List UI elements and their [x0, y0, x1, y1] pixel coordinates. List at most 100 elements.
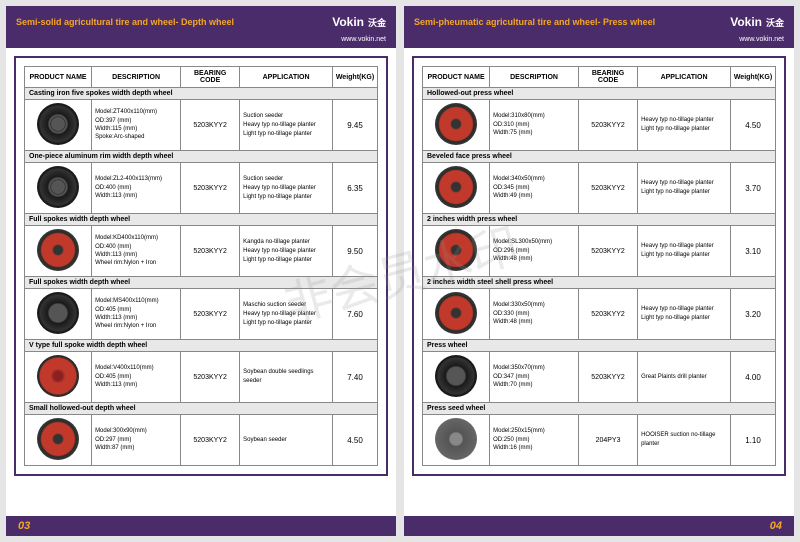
col-name: PRODUCT NAME [25, 67, 92, 88]
product-row: Model:MS400x110(mm)OD:405 (mm)Width:113 … [25, 289, 378, 340]
wheel-icon [37, 355, 79, 397]
bearing-cell: 204PY3 [578, 415, 637, 466]
col-app: APPLICATION [240, 67, 333, 88]
wheel-icon [435, 355, 477, 397]
desc-cell: Model:SL300x50(mm)OD:296 (mm)Width:48 (m… [490, 226, 579, 277]
bearing-cell: 5203KYY2 [578, 163, 637, 214]
col-name: PRODUCT NAME [423, 67, 490, 88]
bearing-cell: 5203KYY2 [181, 163, 240, 214]
product-row: Model:330x50(mm)OD:330 (mm)Width:48 (mm)… [423, 289, 776, 340]
wheel-icon [37, 166, 79, 208]
weight-cell: 7.40 [333, 352, 378, 403]
page-left: Semi-solid agricultural tire and wheel- … [6, 6, 396, 536]
wheel-icon [37, 292, 79, 334]
desc-cell: Model:MS400x110(mm)OD:405 (mm)Width:113 … [92, 289, 181, 340]
brand-logo: Vokin 沃金 [332, 15, 386, 29]
category-row: Hollowed-out press wheel [423, 88, 776, 100]
header-right: Semi-pheumatic agricultural tire and whe… [404, 6, 794, 38]
wheel-icon [435, 166, 477, 208]
app-cell: Soybean double seedlings seeder [240, 352, 333, 403]
category-row: Casting iron five spokes width depth whe… [25, 88, 378, 100]
wheel-icon [435, 418, 477, 460]
product-row: Model:350x70(mm)OD:347 (mm)Width:70 (mm)… [423, 352, 776, 403]
app-cell: Suction seederHeavy typ no-tillage plant… [240, 100, 333, 151]
desc-cell: Model:330x50(mm)OD:330 (mm)Width:48 (mm) [490, 289, 579, 340]
product-row: Model:ZL2-400x113(mm)OD:400 (mm)Width:11… [25, 163, 378, 214]
desc-cell: Model:V400x110(mm)OD:405 (mm)Width:113 (… [92, 352, 181, 403]
category-label: Casting iron five spokes width depth whe… [25, 88, 378, 100]
category-label: Full spokes width depth wheel [25, 214, 378, 226]
category-row: Beveled face press wheel [423, 151, 776, 163]
col-bc: BEARING CODE [578, 67, 637, 88]
category-row: One-piece aluminum rim width depth wheel [25, 151, 378, 163]
app-cell: Heavy typ no-tillage planterLight typ no… [638, 163, 731, 214]
page-title-left: Semi-solid agricultural tire and wheel- … [16, 17, 234, 27]
product-image-cell [25, 289, 92, 340]
product-image-cell [25, 352, 92, 403]
product-table-left: PRODUCT NAME DESCRIPTION BEARING CODE AP… [24, 66, 378, 466]
app-cell: Maschio suction seederHeavy typ no-tilla… [240, 289, 333, 340]
desc-cell: Model:340x50(mm)OD:345 (mm)Width:49 (mm) [490, 163, 579, 214]
product-image-cell [423, 163, 490, 214]
category-label: Hollowed-out press wheel [423, 88, 776, 100]
product-row: Model:SL300x50(mm)OD:296 (mm)Width:48 (m… [423, 226, 776, 277]
weight-cell: 3.10 [731, 226, 776, 277]
brand-url: www.vokin.net [404, 36, 794, 48]
product-row: Model:300x90(mm)OD:297 (mm)Width:87 (mm)… [25, 415, 378, 466]
category-row: Small hollowed-out depth wheel [25, 403, 378, 415]
page-num-left: 03 [6, 520, 30, 532]
category-label: Small hollowed-out depth wheel [25, 403, 378, 415]
app-cell: Heavy typ no-tillage planterLight typ no… [638, 100, 731, 151]
product-image-cell [25, 163, 92, 214]
desc-cell: Model:250x15(mm)OD:250 (mm)Width:16 (mm) [490, 415, 579, 466]
header-left: Semi-solid agricultural tire and wheel- … [6, 6, 396, 38]
category-label: One-piece aluminum rim width depth wheel [25, 151, 378, 163]
category-label: Press seed wheel [423, 403, 776, 415]
category-row: V type full spoke width depth wheel [25, 340, 378, 352]
wheel-icon [435, 229, 477, 271]
weight-cell: 3.70 [731, 163, 776, 214]
product-image-cell [423, 289, 490, 340]
catalog-spread: Semi-solid agricultural tire and wheel- … [0, 0, 800, 542]
bearing-cell: 5203KYY2 [578, 226, 637, 277]
app-cell: Kangda no-tillage planterHeavy typ no-ti… [240, 226, 333, 277]
weight-cell: 4.00 [731, 352, 776, 403]
footer-left: 03 [6, 516, 396, 536]
category-row: Press wheel [423, 340, 776, 352]
weight-cell: 6.35 [333, 163, 378, 214]
product-image-cell [25, 415, 92, 466]
table-wrap-right: PRODUCT NAME DESCRIPTION BEARING CODE AP… [412, 56, 786, 476]
desc-cell: Model:350x70(mm)OD:347 (mm)Width:70 (mm) [490, 352, 579, 403]
product-image-cell [423, 100, 490, 151]
weight-cell: 7.60 [333, 289, 378, 340]
bearing-cell: 5203KYY2 [181, 100, 240, 151]
wheel-icon [37, 418, 79, 460]
weight-cell: 9.45 [333, 100, 378, 151]
desc-cell: Model:ZL2-400x113(mm)OD:400 (mm)Width:11… [92, 163, 181, 214]
header-row: PRODUCT NAME DESCRIPTION BEARING CODE AP… [25, 67, 378, 88]
category-label: 2 inches width steel shell press wheel [423, 277, 776, 289]
category-label: Beveled face press wheel [423, 151, 776, 163]
category-label: Press wheel [423, 340, 776, 352]
product-row: Model:310x80(mm)OD:310 (mm)Width:75 (mm)… [423, 100, 776, 151]
app-cell: HOOISER suction no-tillage planter [638, 415, 731, 466]
category-label: Full spokes width depth wheel [25, 277, 378, 289]
col-desc: DESCRIPTION [92, 67, 181, 88]
product-row: Model:KD400x110(mm)OD:400 (mm)Width:113 … [25, 226, 378, 277]
app-cell: Heavy typ no-tillage planterLight typ no… [638, 289, 731, 340]
product-image-cell [423, 352, 490, 403]
product-image-cell [25, 100, 92, 151]
product-row: Model:340x50(mm)OD:345 (mm)Width:49 (mm)… [423, 163, 776, 214]
product-image-cell [423, 226, 490, 277]
weight-cell: 1.10 [731, 415, 776, 466]
page-num-right: 04 [770, 520, 794, 532]
bearing-cell: 5203KYY2 [181, 226, 240, 277]
category-label: 2 inches width press wheel [423, 214, 776, 226]
category-row: Full spokes width depth wheel [25, 277, 378, 289]
bearing-cell: 5203KYY2 [578, 100, 637, 151]
bearing-cell: 5203KYY2 [181, 352, 240, 403]
page-title-right: Semi-pheumatic agricultural tire and whe… [414, 17, 655, 27]
app-cell: Heavy typ no-tillage planterLight typ no… [638, 226, 731, 277]
table-wrap-left: PRODUCT NAME DESCRIPTION BEARING CODE AP… [14, 56, 388, 476]
app-cell: Suction seederHeavy typ no-tillage plant… [240, 163, 333, 214]
